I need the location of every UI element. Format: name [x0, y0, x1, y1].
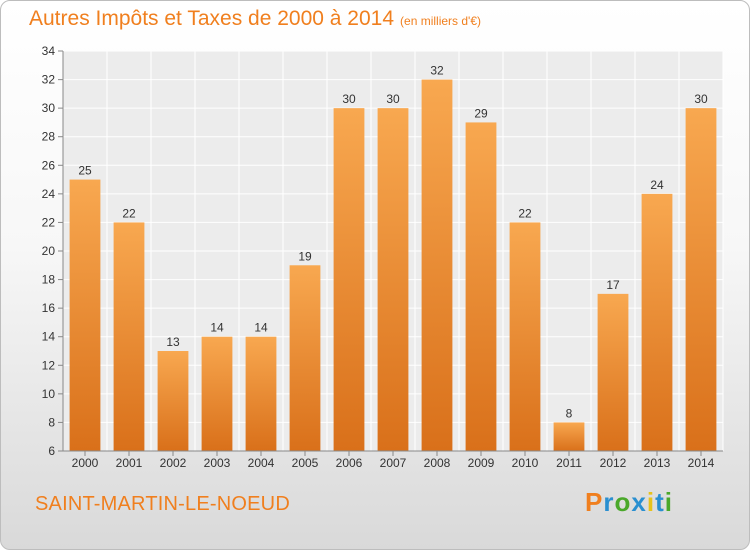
bar [333, 108, 365, 452]
x-tick-label: 2005 [292, 456, 319, 470]
data-label: 30 [694, 92, 708, 106]
y-tick-label: 16 [42, 301, 56, 315]
chart-title: Autres Impôts et Taxes de 2000 à 2014 (en… [29, 7, 481, 31]
y-tick-label: 34 [42, 44, 56, 58]
x-tick-label: 2012 [600, 456, 627, 470]
bar [509, 222, 541, 451]
x-tick-label: 2004 [248, 456, 275, 470]
chart-title-text: Autres Impôts et Taxes de 2000 à 2014 [29, 7, 395, 30]
y-tick-label: 24 [42, 187, 56, 201]
data-label: 22 [122, 206, 136, 220]
x-tick-label: 2011 [556, 456, 582, 470]
y-tick-label: 10 [42, 387, 56, 401]
x-tick-label: 2013 [644, 456, 671, 470]
data-label: 30 [342, 92, 356, 106]
x-tick-label: 2001 [116, 456, 143, 470]
logo-letter: P [585, 487, 604, 517]
y-tick-label: 18 [42, 273, 56, 287]
x-tick-label: 2007 [380, 456, 407, 470]
data-label: 8 [566, 406, 573, 420]
x-tick-label: 2000 [72, 456, 99, 470]
logo-letter: r [603, 487, 615, 517]
bar [641, 193, 673, 451]
x-tick-label: 2002 [160, 456, 187, 470]
bar [69, 179, 101, 452]
data-label: 19 [298, 249, 312, 263]
data-label: 14 [254, 321, 268, 335]
bar [465, 122, 497, 451]
y-tick-label: 6 [48, 444, 55, 458]
x-tick-label: 2014 [688, 456, 715, 470]
bar [289, 265, 321, 451]
data-label: 13 [166, 335, 180, 349]
bar [245, 336, 277, 451]
y-tick-label: 22 [42, 215, 56, 229]
logo-letter: i [646, 487, 656, 517]
data-label: 14 [210, 321, 224, 335]
y-tick-label: 28 [42, 130, 56, 144]
bar [113, 222, 145, 451]
logo-letter: x [631, 487, 647, 517]
bar [553, 422, 585, 451]
bar [421, 79, 453, 452]
data-label: 30 [386, 92, 400, 106]
data-label: 32 [430, 64, 444, 78]
x-tick-label: 2008 [424, 456, 451, 470]
data-label: 25 [78, 164, 92, 178]
logo-letter: t [655, 487, 665, 517]
x-tick-label: 2003 [204, 456, 231, 470]
y-tick-label: 30 [42, 101, 56, 115]
x-tick-label: 2010 [512, 456, 539, 470]
bar [377, 108, 409, 452]
y-tick-label: 20 [42, 244, 56, 258]
y-tick-label: 32 [42, 73, 56, 87]
location-label: SAINT-MARTIN-LE-NOEUD [35, 493, 290, 515]
bar [157, 351, 189, 451]
chart-subtitle: (en milliers d'€) [400, 14, 482, 28]
y-tick-label: 26 [42, 158, 56, 172]
bar [685, 108, 717, 452]
logo-letter: i [664, 487, 673, 517]
y-tick-label: 8 [48, 415, 55, 429]
data-label: 22 [518, 206, 532, 220]
proxiti-logo: Proxiti [585, 487, 673, 518]
data-label: 29 [474, 106, 488, 120]
logo-letter: o [614, 487, 632, 517]
bar [597, 293, 629, 451]
x-tick-label: 2006 [336, 456, 363, 470]
data-label: 17 [606, 278, 620, 292]
data-label: 24 [650, 178, 664, 192]
x-tick-label: 2009 [468, 456, 495, 470]
y-tick-label: 12 [42, 358, 56, 372]
y-tick-label: 14 [42, 330, 56, 344]
bar [201, 336, 233, 451]
